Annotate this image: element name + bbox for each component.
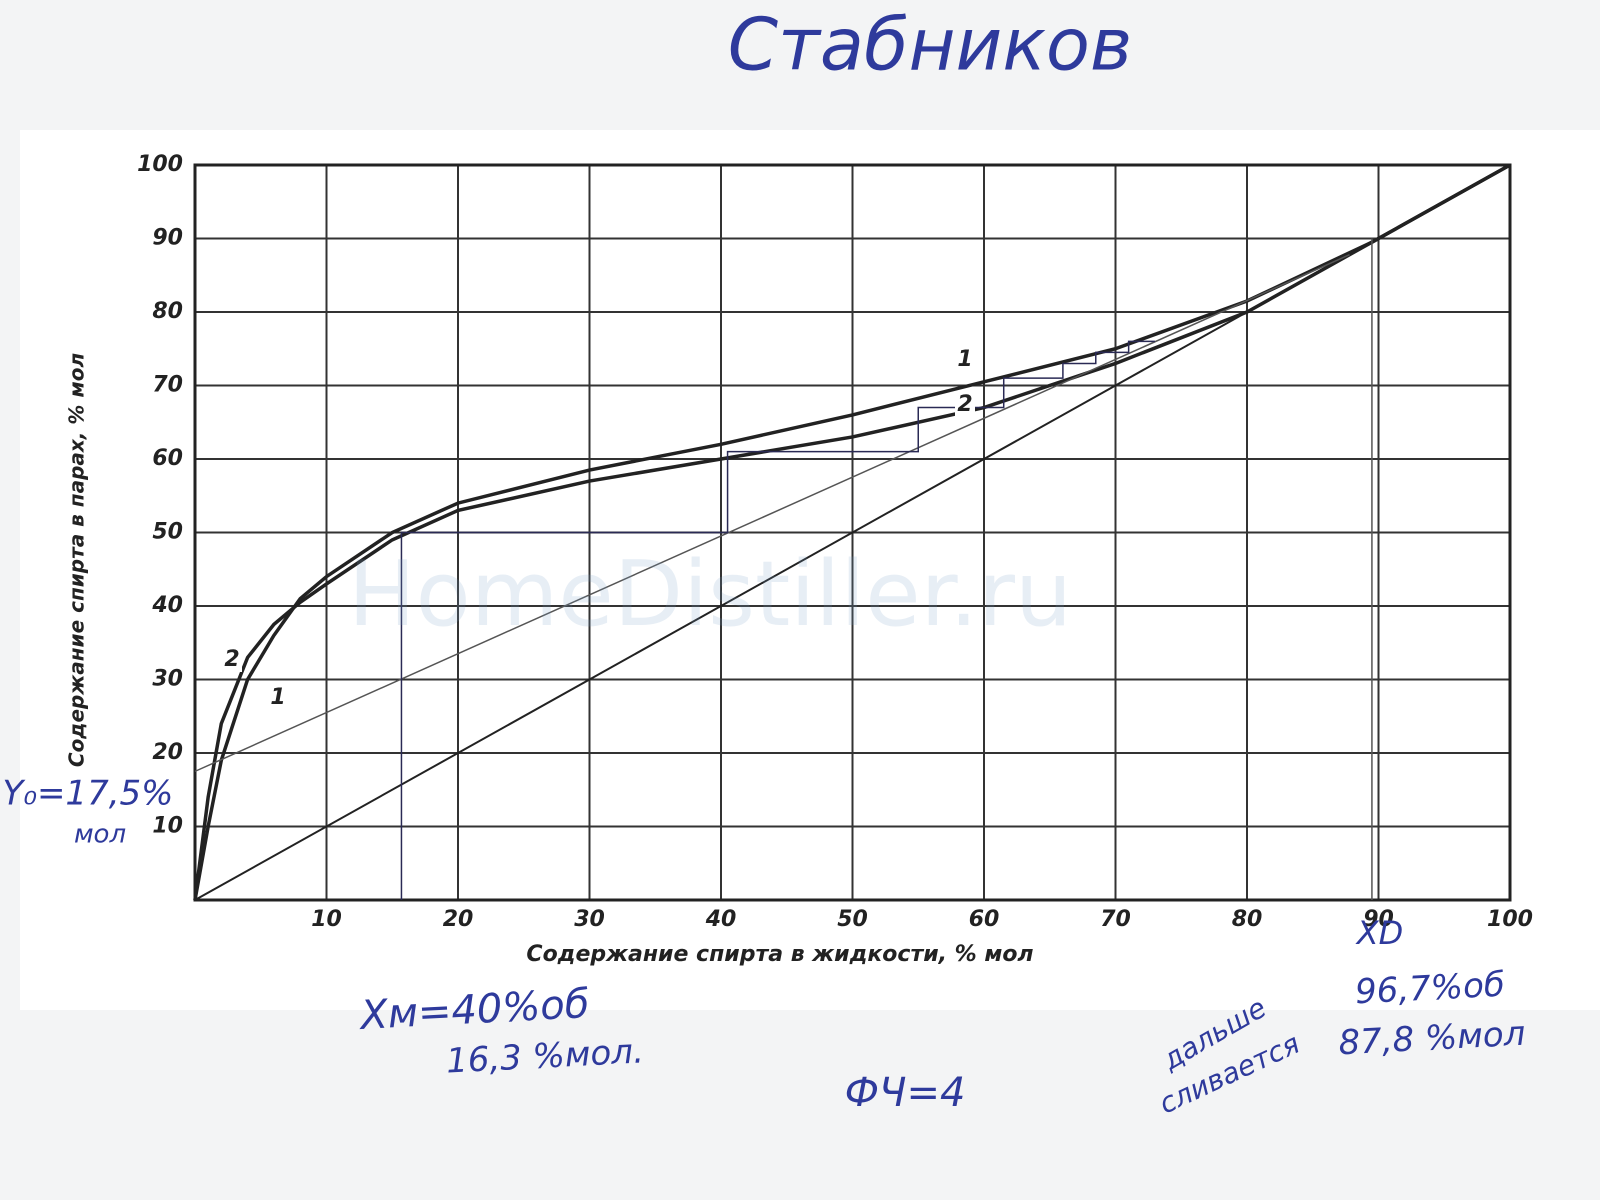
y-tick-label: 50 xyxy=(152,520,183,545)
watermark: HomeDistiller.ru xyxy=(348,542,1072,647)
y-axis-label: Содержание спирта в парах, % мол xyxy=(65,353,89,768)
series-line xyxy=(193,163,1511,901)
series-line xyxy=(194,164,1511,901)
label-bg xyxy=(222,648,242,672)
curve-label: 2 xyxy=(957,392,972,417)
y-tick-label: 70 xyxy=(152,373,183,398)
plot-frame xyxy=(193,163,1512,902)
label-bg xyxy=(268,686,288,710)
x-tick-label: 40 xyxy=(705,907,737,932)
handwritten-note: XD xyxy=(1355,914,1404,952)
x-axis-label: Содержание спирта в жидкости, % мол xyxy=(526,942,1033,967)
series-line xyxy=(194,253,1350,773)
x-tick-label: 20 xyxy=(443,907,474,932)
series-line xyxy=(193,163,1511,901)
x-tick-label: 50 xyxy=(837,907,868,932)
handwritten-note: мол xyxy=(74,820,126,850)
y-tick-label: 10 xyxy=(152,814,183,839)
curve-label: 1 xyxy=(270,685,285,710)
label-bg xyxy=(955,393,975,417)
x-tick-label: 10 xyxy=(311,907,342,932)
curve-label: 1 xyxy=(957,347,972,372)
x-tick-label: 80 xyxy=(1232,907,1263,932)
y-tick-label: 40 xyxy=(151,593,183,618)
curve-label: 2 xyxy=(224,647,239,672)
x-tick-label: 30 xyxy=(574,907,605,932)
chart-sheet xyxy=(20,130,1600,1010)
label-bg xyxy=(955,348,975,372)
y-tick-label: 80 xyxy=(152,299,183,324)
y-tick-label: 20 xyxy=(152,740,183,765)
y-tick-label: 60 xyxy=(152,446,183,471)
series-line xyxy=(400,340,1155,900)
x-tick-label: 100 xyxy=(1487,907,1533,932)
y-tick-label: 90 xyxy=(152,226,183,251)
x-tick-label: 70 xyxy=(1100,907,1131,932)
handwritten-note: 87,8 %мол xyxy=(1338,1014,1527,1064)
y-tick-label: 30 xyxy=(152,667,183,692)
handwritten-note: Y₀=17,5% xyxy=(3,774,174,814)
x-tick-label: 60 xyxy=(969,907,1000,932)
handwritten-note: Стабников xyxy=(728,3,1133,87)
y-tick-label: 100 xyxy=(137,152,183,177)
handwritten-note: 96,7%об xyxy=(1354,965,1506,1013)
handwritten-note: ФЧ=4 xyxy=(845,1070,966,1116)
x-tick-label: 90 xyxy=(1363,907,1394,932)
